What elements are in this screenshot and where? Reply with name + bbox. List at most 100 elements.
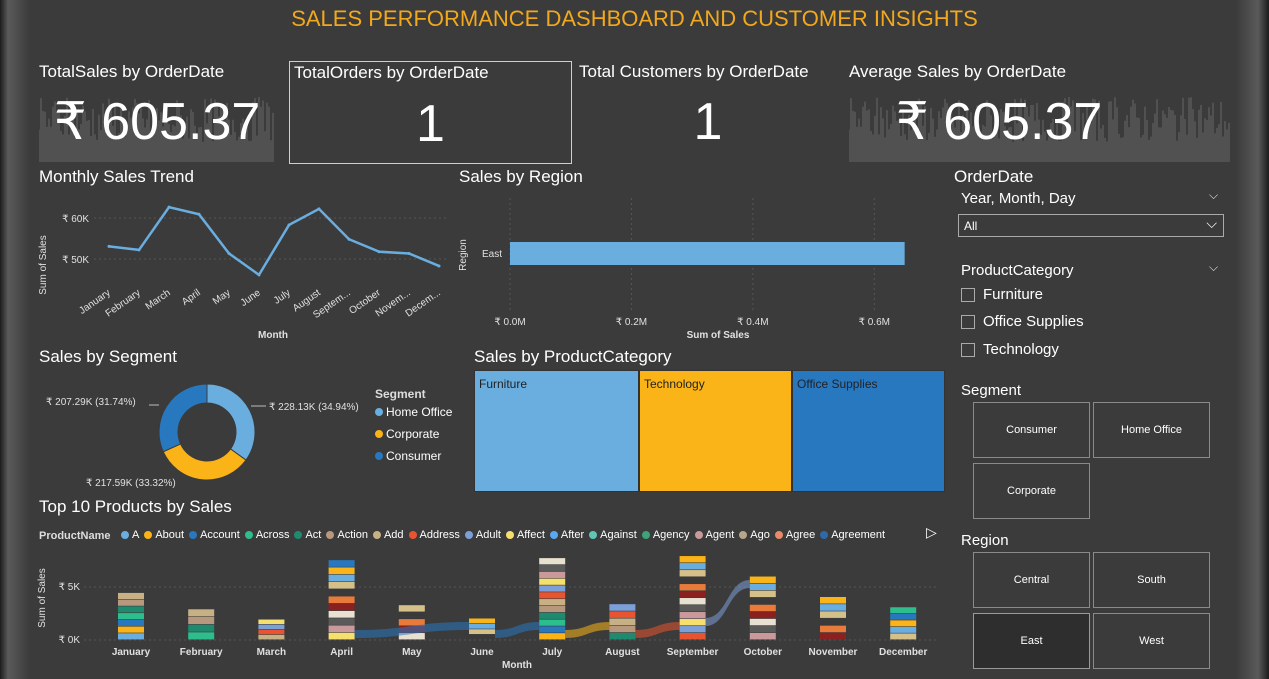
stacked-bar-segment[interactable] <box>328 618 355 625</box>
stacked-bar-segment[interactable] <box>820 632 846 640</box>
region-chart[interactable]: Region East ₹ 0.0M ₹ 0.2M ₹ 0.4M ₹ 0.6M Sum… <box>455 190 925 350</box>
stacked-bar-segment[interactable] <box>118 613 144 620</box>
stacked-bar-segment[interactable] <box>118 626 144 633</box>
stacked-bar-segment[interactable] <box>539 558 566 565</box>
stacked-bar-segment[interactable] <box>539 605 566 613</box>
stacked-bar-segment[interactable] <box>890 633 917 640</box>
stacked-bar-segment[interactable] <box>749 618 776 626</box>
stacked-bar-segment[interactable] <box>679 563 706 570</box>
stacked-bar-segment[interactable] <box>398 612 425 619</box>
stacked-bar-segment[interactable] <box>328 589 355 596</box>
stacked-bar-segment[interactable] <box>539 592 566 599</box>
stacked-bar-segment[interactable] <box>188 632 215 640</box>
stacked-bar-segment[interactable] <box>749 611 776 619</box>
data-point[interactable] <box>437 264 441 268</box>
stacked-bar-segment[interactable] <box>820 597 846 604</box>
checkbox-technology[interactable]: Technology <box>961 341 1059 358</box>
legend-item[interactable]: A <box>120 529 139 541</box>
region-tile-west[interactable]: West <box>1093 613 1210 669</box>
segment-donut-chart[interactable]: ₹ 228.13K (34.94%) ₹ 217.59K (33.32%) ₹ … <box>39 375 369 495</box>
stacked-bar-segment[interactable] <box>328 581 355 589</box>
series-line[interactable] <box>108 205 440 277</box>
stacked-bar-segment[interactable] <box>679 633 706 640</box>
legend-item[interactable]: After <box>549 529 584 541</box>
legend-item[interactable]: Agency <box>641 529 690 541</box>
segment-tile-corporate[interactable]: Corporate <box>973 463 1090 519</box>
stacked-bar-segment[interactable] <box>820 618 846 626</box>
legend-item[interactable]: Address <box>408 529 460 541</box>
stacked-bar-segment[interactable] <box>328 632 355 640</box>
orderdate-dropdown[interactable]: All ⌵ <box>958 214 1224 237</box>
kpi-total-orders[interactable]: TotalOrders by OrderDate 1 <box>289 61 572 164</box>
stacked-bar-segment[interactable] <box>749 632 776 640</box>
data-point[interactable] <box>407 251 411 255</box>
stacked-bar-segment[interactable] <box>328 574 355 582</box>
legend-item[interactable]: About <box>144 529 184 541</box>
stacked-bar-segment[interactable] <box>679 570 706 577</box>
treemap-tile-office-supplies[interactable]: Office Supplies <box>792 370 945 492</box>
stacked-bar-segment[interactable] <box>609 611 636 618</box>
stacked-bar-segment[interactable] <box>118 633 144 640</box>
stacked-bar-segment[interactable] <box>469 623 495 629</box>
stacked-bar-segment[interactable] <box>679 619 706 626</box>
stacked-bar-segment[interactable] <box>539 633 566 640</box>
stacked-bar-segment[interactable] <box>258 629 285 635</box>
stacked-bar-segment[interactable] <box>820 625 846 633</box>
donut-slice-home-office[interactable] <box>206 383 256 461</box>
stacked-bar-segment[interactable] <box>890 626 917 633</box>
data-point[interactable] <box>317 207 321 211</box>
stacked-bar-segment[interactable] <box>328 625 355 633</box>
checkbox-office-supplies[interactable]: Office Supplies <box>961 313 1084 330</box>
stacked-bar-segment[interactable] <box>539 612 566 619</box>
stacked-bar-segment[interactable] <box>890 607 917 614</box>
stacked-bar-segment[interactable] <box>188 624 215 632</box>
stacked-bar-segment[interactable] <box>679 612 706 619</box>
stacked-bar-segment[interactable] <box>328 603 355 611</box>
stacked-bar-segment[interactable] <box>188 616 215 625</box>
stacked-bar-segment[interactable] <box>118 599 144 606</box>
stacked-bar-segment[interactable] <box>749 625 776 633</box>
stacked-bar-segment[interactable] <box>609 604 636 611</box>
stacked-bar-segment[interactable] <box>539 564 566 572</box>
stacked-bar-segment[interactable] <box>539 578 566 585</box>
stacked-bar-segment[interactable] <box>328 560 355 567</box>
stacked-bar-segment[interactable] <box>539 571 566 578</box>
data-point[interactable] <box>227 251 231 255</box>
kpi-total-sales[interactable]: TotalSales by OrderDate ₹ 605.37 <box>39 60 275 162</box>
stacked-bar-segment[interactable] <box>749 604 776 612</box>
stacked-bar-segment[interactable] <box>539 599 566 606</box>
legend-item[interactable]: Adult <box>464 529 501 541</box>
stacked-bar-segment[interactable] <box>679 598 706 605</box>
stacked-bar-segment[interactable] <box>890 620 917 627</box>
legend-item[interactable]: Affect <box>505 529 545 541</box>
region-tile-south[interactable]: South <box>1093 552 1210 608</box>
stacked-bar-segment[interactable] <box>118 606 144 613</box>
data-point[interactable] <box>107 244 111 248</box>
legend-item[interactable]: Agreement <box>820 529 885 541</box>
region-tile-central[interactable]: Central <box>973 552 1090 608</box>
treemap-tile-technology[interactable]: Technology <box>639 370 792 492</box>
kpi-average-sales[interactable]: Average Sales by OrderDate ₹ 605.37 <box>849 60 1231 162</box>
segment-tile-consumer[interactable]: Consumer <box>973 402 1090 458</box>
stacked-bar-segment[interactable] <box>398 619 425 626</box>
stacked-bar-segment[interactable] <box>749 597 776 605</box>
orderdate-hierarchy[interactable]: Year, Month, Day <box>961 190 1076 207</box>
stacked-bar-segment[interactable] <box>749 590 776 598</box>
stacked-bar-segment[interactable] <box>118 592 144 600</box>
stacked-bar-segment[interactable] <box>820 604 846 611</box>
stacked-bar-segment[interactable] <box>328 567 355 575</box>
stacked-bar-segment[interactable] <box>679 626 706 633</box>
legend-item[interactable]: Across <box>244 529 289 541</box>
legend-item[interactable]: Account <box>189 529 240 541</box>
legend-item-consumer[interactable]: Consumer <box>375 449 452 463</box>
data-point[interactable] <box>287 223 291 227</box>
stacked-bar-segment[interactable] <box>258 624 285 630</box>
legend-item[interactable]: Add <box>372 529 404 541</box>
region-tile-east[interactable]: East <box>973 613 1090 669</box>
legend-item[interactable]: Agree <box>774 529 815 541</box>
legend-item-home-office[interactable]: Home Office <box>375 405 452 419</box>
data-point[interactable] <box>347 237 351 241</box>
stacked-bar-segment[interactable] <box>679 577 706 584</box>
stacked-bar-segment[interactable] <box>188 609 215 617</box>
checkbox-furniture[interactable]: Furniture <box>961 286 1043 303</box>
